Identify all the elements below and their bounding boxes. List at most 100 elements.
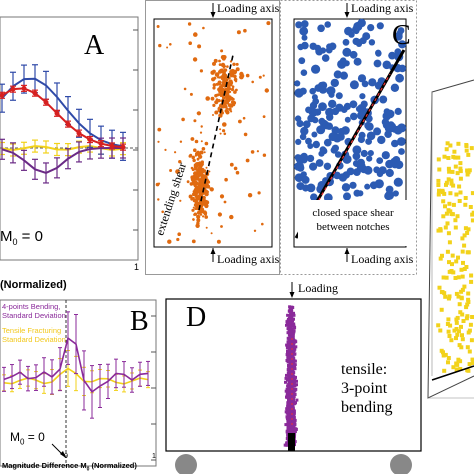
yellow-point (453, 164, 458, 169)
blue-point (302, 120, 311, 129)
yellow-point (446, 166, 451, 171)
orange-point (169, 43, 172, 46)
orange-point (204, 141, 209, 146)
blue-point (352, 145, 362, 155)
blue-point (385, 168, 394, 178)
orange-point (196, 216, 200, 219)
orange-point (195, 195, 199, 199)
blue-point (353, 168, 361, 177)
yellow-point (454, 317, 459, 322)
blue-point (300, 126, 309, 136)
orange-point (231, 97, 235, 101)
panel-d: D Loading tensile: 3-point bending (165, 278, 426, 474)
orange-point (200, 140, 203, 143)
purple-point (289, 379, 293, 383)
blue-point (352, 152, 361, 161)
yellow-point (443, 294, 448, 299)
yellow-point (458, 359, 463, 364)
blue-point (393, 177, 403, 187)
purple-point (286, 377, 290, 381)
yellow-point (466, 297, 471, 302)
orange-point (200, 125, 203, 128)
orange-point (229, 98, 232, 101)
yellow-point (447, 296, 451, 301)
purple-point (285, 321, 289, 325)
yellow-point (466, 227, 471, 232)
blue-point (366, 155, 373, 162)
panel-a-plot (0, 16, 139, 261)
purple-point (288, 320, 292, 324)
yellow-point (436, 323, 441, 328)
yellow-point (457, 184, 462, 189)
yellow-point (448, 143, 453, 148)
purple-point (291, 324, 295, 328)
purple-point (294, 401, 297, 405)
panel-3d (426, 79, 474, 410)
purple-point (288, 387, 292, 391)
blue-point (361, 80, 369, 88)
orange-point (190, 137, 195, 141)
yellow-point (444, 180, 449, 185)
blue-point (377, 135, 386, 145)
purple-point (290, 413, 294, 417)
yellow-point (465, 314, 470, 319)
orange-point (223, 65, 227, 68)
blue-point (359, 37, 367, 45)
blue-point (391, 139, 399, 148)
yellow-point (441, 199, 446, 204)
legend-tensile-1: Tensile Fracturing (2, 326, 62, 335)
blue-point (305, 137, 312, 145)
blue-point (294, 80, 301, 87)
blue-point (397, 123, 407, 133)
purple-point (288, 362, 292, 366)
c-bottom-axis: Loading axis (351, 252, 414, 266)
purple-point (286, 355, 290, 359)
orange-point (186, 180, 190, 184)
blue-point (360, 149, 368, 158)
yellow-point (447, 201, 452, 206)
orange-point (224, 109, 229, 113)
yellow-point (469, 279, 474, 284)
orange-point (194, 166, 197, 169)
yellow-point (466, 291, 471, 296)
purple-point (285, 429, 289, 433)
yellow-point (458, 161, 463, 166)
purple-point (292, 330, 296, 334)
orange-point (212, 61, 216, 66)
d-top-axis: Loading (298, 281, 338, 295)
orange-point (192, 57, 198, 62)
purple-point (286, 341, 290, 345)
blue-point (398, 40, 407, 49)
orange-point (202, 26, 205, 30)
yellow-point (454, 291, 459, 296)
yellow-point (458, 176, 463, 181)
purple-point (295, 398, 299, 402)
blue-point (392, 190, 399, 197)
purple-point (286, 313, 290, 317)
panel-a-xtick-right: 1 (134, 262, 140, 272)
blue-point (336, 132, 345, 141)
panel-a-zero-label: M0 = 0 (0, 228, 43, 247)
yellow-point (446, 317, 451, 322)
yellow-point (454, 336, 458, 341)
orange-point (213, 58, 218, 63)
blue-point (306, 183, 316, 193)
orange-point (220, 225, 223, 228)
yellow-point (458, 367, 463, 371)
yellow-point (459, 267, 464, 272)
blue-point (296, 164, 305, 172)
panel-a: A M0 = 0 1 (0, 0, 140, 275)
yellow-point (444, 182, 448, 187)
blue-point (294, 88, 304, 98)
yellow-point (449, 269, 454, 273)
orange-point (219, 132, 222, 135)
a-red-marker (43, 99, 49, 105)
blue-point (311, 131, 318, 138)
legend-tensile-2: Standard Deviation (2, 335, 66, 344)
panel-c-letter: C (392, 20, 411, 51)
purple-point (290, 428, 294, 432)
orange-point (235, 62, 239, 66)
blue-point (331, 144, 339, 152)
orange-point (199, 162, 202, 165)
blue-point (344, 116, 351, 123)
